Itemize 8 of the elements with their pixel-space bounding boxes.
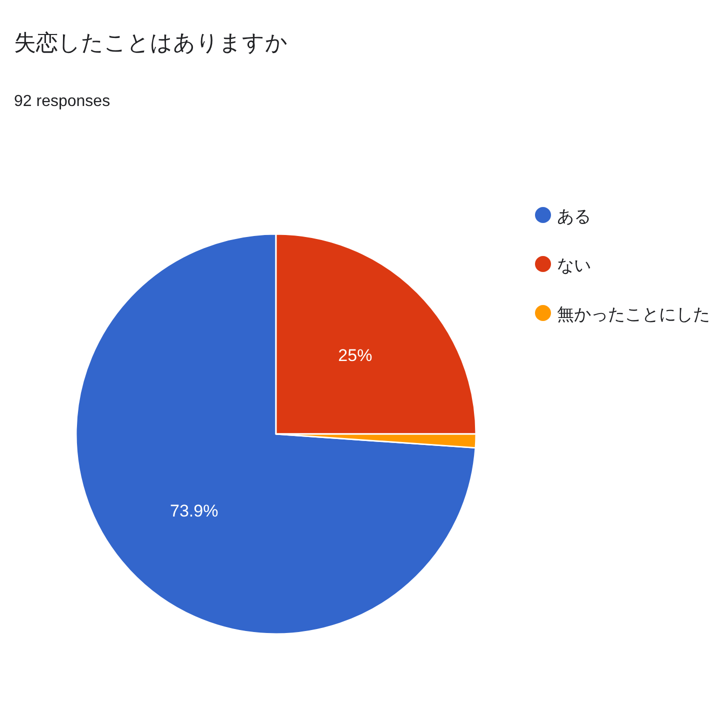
legend-label: 無かったことにした — [557, 305, 710, 324]
data-label: 73.9% — [170, 501, 218, 520]
pie-slice — [75, 233, 476, 635]
chart-subtitle: 92 responses — [14, 93, 110, 110]
data-label: 25% — [338, 346, 372, 365]
chart-title: 失恋したことはありますか — [14, 30, 288, 55]
legend-label: ない — [557, 256, 591, 275]
legend-label: ある — [557, 207, 591, 226]
